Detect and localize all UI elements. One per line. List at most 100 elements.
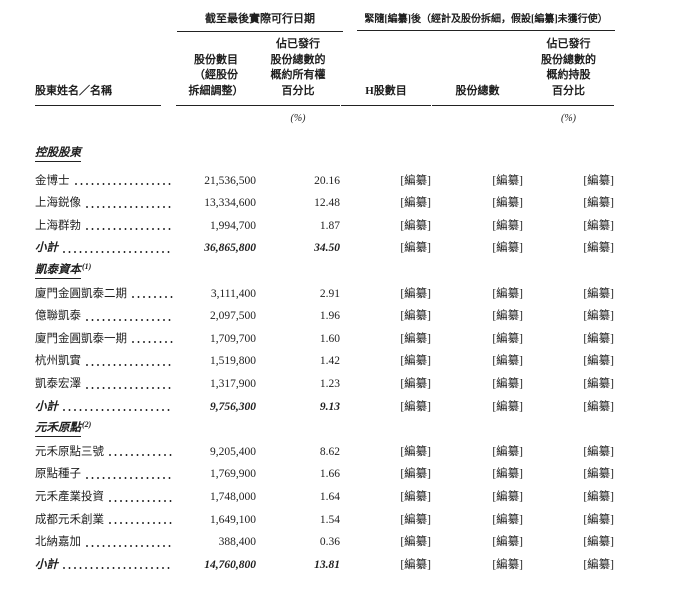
col4-label: H股數目 — [365, 84, 407, 97]
shareholder-name-cell: 廈門金圓凱泰一期 — [35, 328, 175, 351]
dot-leader — [108, 521, 173, 526]
table-row: 北納嘉加 388,400 0.36 [編纂] [編纂] [編纂] — [0, 531, 674, 554]
subtotal-row: 小計 14,760,800 13.81 [編纂] [編纂] [編纂] — [0, 554, 674, 577]
ownership-pct-cell: 1.96 — [319, 310, 340, 323]
dot-leader — [85, 543, 173, 548]
shareholder-name: 金博士 — [35, 174, 70, 187]
shareholder-name-cell: 元禾產業投資 — [35, 486, 175, 509]
table-body: 控股股東 金博士 21,536,500 20.16 [編纂] [編纂] [編纂]… — [0, 147, 674, 576]
table-row: 廈門金圓凱泰二期 3,111,400 2.91 [編纂] [編纂] [編纂] — [0, 283, 674, 306]
group2-title: 緊隨[編纂]後（經計及股份拆細，假設[編纂]未獲行使） — [364, 14, 608, 25]
subtotal-shares-cell: 9,756,300 — [210, 400, 256, 413]
table-header: 截至最後實際可行日期 緊隨[編纂]後（經計及股份拆細，假設[編纂]未獲行使） 股… — [0, 0, 674, 132]
holding-pct-cell: [編纂] — [583, 445, 614, 458]
shareholder-name: 億聯凱泰 — [35, 310, 81, 323]
column-header-shareholder-name: 股東姓名／名稱 — [35, 0, 161, 106]
total-shares-cell: [編纂] — [492, 513, 523, 526]
subtotal-h-shares-cell: [編纂] — [400, 242, 431, 255]
col6-line: 百分比 — [552, 84, 585, 97]
shares-cell: 1,769,900 — [210, 468, 256, 481]
dot-leader — [108, 498, 173, 503]
dot-leader — [62, 249, 173, 254]
h-shares-cell: [編纂] — [400, 536, 431, 549]
table-row: 元禾原點三號 9,205,400 8.62 [編纂] [編纂] [編纂] — [0, 441, 674, 464]
holding-pct-cell: [編纂] — [583, 174, 614, 187]
column-header-ownership-percentage: 佔已發行 股份總數的 概約所有權 百分比 — [256, 0, 340, 106]
shares-cell: 1,649,100 — [210, 513, 256, 526]
h-shares-cell: [編纂] — [400, 355, 431, 368]
subtotal-name-cell: 小計 — [35, 237, 175, 260]
subtotal-label: 小計 — [35, 558, 58, 571]
table-row: 上海群勃 1,994,700 1.87 [編纂] [編纂] [編纂] — [0, 215, 674, 238]
shares-cell: 21,536,500 — [204, 174, 256, 187]
ownership-pct-cell: 1.42 — [319, 355, 340, 368]
ownership-pct-cell: 2.91 — [319, 287, 340, 300]
dot-leader — [108, 453, 173, 458]
subtotal-name-cell: 小計 — [35, 396, 175, 419]
ownership-pct-cell: 12.48 — [314, 197, 340, 210]
shares-cell: 388,400 — [218, 536, 256, 549]
col2-line: 拆細調整） — [188, 84, 244, 97]
table-row: 上海鋭像 13,334,600 12.48 [編纂] [編纂] [編纂] — [0, 192, 674, 215]
shareholder-name: 廈門金圓凱泰二期 — [35, 287, 127, 300]
table-row: 金博士 21,536,500 20.16 [編纂] [編纂] [編纂] — [0, 170, 674, 193]
shares-cell: 3,111,400 — [210, 287, 256, 300]
section-title-text: 元禾原點 — [35, 422, 81, 438]
shareholder-name-cell: 億聯凱泰 — [35, 305, 175, 328]
ownership-pct-cell: 0.36 — [319, 536, 340, 549]
dot-leader — [62, 408, 173, 413]
total-shares-cell: [編纂] — [492, 197, 523, 210]
section-header-row: 元禾原點 (2) — [0, 418, 674, 441]
col1-label: 股東姓名／名稱 — [35, 84, 112, 97]
total-shares-cell: [編纂] — [492, 445, 523, 458]
subtotal-h-shares-cell: [編纂] — [400, 400, 431, 413]
total-shares-cell: [編纂] — [492, 468, 523, 481]
section-footnote-superscript: (2) — [82, 420, 92, 430]
h-shares-cell: [編纂] — [400, 445, 431, 458]
subtotal-name-cell: 小計 — [35, 554, 175, 577]
shareholder-name: 廈門金圓凱泰一期 — [35, 332, 127, 345]
group-header-immediately-after-redacted: 緊隨[編纂]後（經計及股份拆細，假設[編纂]未獲行使） — [357, 10, 615, 31]
col2-line: （經股份 — [194, 69, 238, 81]
ownership-pct-cell: 8.62 — [319, 445, 340, 458]
total-shares-cell: [編纂] — [492, 355, 523, 368]
group-header-as-of-latest-practicable-date: 截至最後實際可行日期 — [177, 10, 343, 32]
section-title: 元禾原點 (2) — [35, 418, 175, 441]
shareholder-name: 上海鋭像 — [35, 197, 81, 210]
h-shares-cell: [編纂] — [400, 490, 431, 503]
dot-leader — [131, 340, 173, 345]
col2-line: 股份數目 — [194, 53, 238, 66]
table-row: 凱泰宏澤 1,317,900 1.23 [編纂] [編纂] [編纂] — [0, 373, 674, 396]
shares-cell: 2,097,500 — [210, 310, 256, 323]
h-shares-cell: [編纂] — [400, 377, 431, 390]
ownership-pct-cell: 1.64 — [319, 490, 340, 503]
col3-line: 股份總數的 — [270, 53, 326, 66]
col5-label: 股份總數 — [455, 84, 500, 97]
table-row: 原點種子 1,769,900 1.66 [編纂] [編纂] [編纂] — [0, 463, 674, 486]
holding-pct-cell: [編纂] — [583, 310, 614, 323]
h-shares-cell: [編纂] — [400, 513, 431, 526]
shares-cell: 1,317,900 — [210, 377, 256, 390]
subtotal-h-shares-cell: [編纂] — [400, 558, 431, 571]
shares-cell: 1,519,800 — [210, 355, 256, 368]
total-shares-cell: [編纂] — [492, 490, 523, 503]
column-header-h-shares: H股數目 — [341, 0, 431, 106]
subtotal-ownership-pct-cell: 13.81 — [314, 558, 340, 571]
shares-cell: 1,748,000 — [210, 490, 256, 503]
h-shares-cell: [編纂] — [400, 287, 431, 300]
shares-cell: 9,205,400 — [210, 445, 256, 458]
holding-pct-cell: [編纂] — [583, 287, 614, 300]
shareholder-name-cell: 杭州凱實 — [35, 350, 175, 373]
shareholder-name: 元禾原點三號 — [35, 445, 104, 458]
col6-line: 佔已發行 — [546, 38, 591, 50]
group1-title: 截至最後實際可行日期 — [205, 13, 315, 25]
col3-line: 概約所有權 — [270, 69, 326, 81]
total-shares-cell: [編纂] — [492, 219, 523, 232]
subtotal-total-shares-cell: [編纂] — [492, 558, 523, 571]
holding-pct-cell: [編纂] — [583, 332, 614, 345]
dot-leader — [85, 385, 173, 390]
h-shares-cell: [編纂] — [400, 310, 431, 323]
shareholder-name: 元禾產業投資 — [35, 490, 104, 503]
shareholder-name-cell: 金博士 — [35, 170, 175, 193]
